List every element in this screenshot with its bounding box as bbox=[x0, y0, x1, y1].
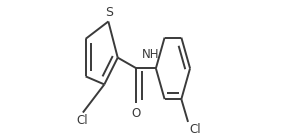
Text: S: S bbox=[105, 6, 113, 19]
Text: O: O bbox=[132, 107, 141, 120]
Text: NH: NH bbox=[142, 48, 159, 61]
Text: Cl: Cl bbox=[189, 123, 201, 136]
Text: Cl: Cl bbox=[76, 114, 88, 127]
